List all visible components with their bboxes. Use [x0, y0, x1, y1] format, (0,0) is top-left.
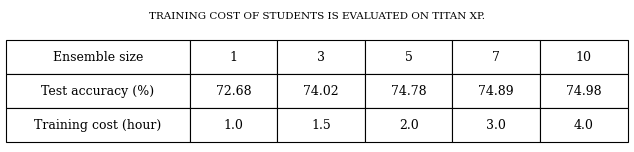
Text: TRAINING COST OF STUDENTS IS EVALUATED ON TITAN XP.: TRAINING COST OF STUDENTS IS EVALUATED O… — [149, 12, 485, 21]
